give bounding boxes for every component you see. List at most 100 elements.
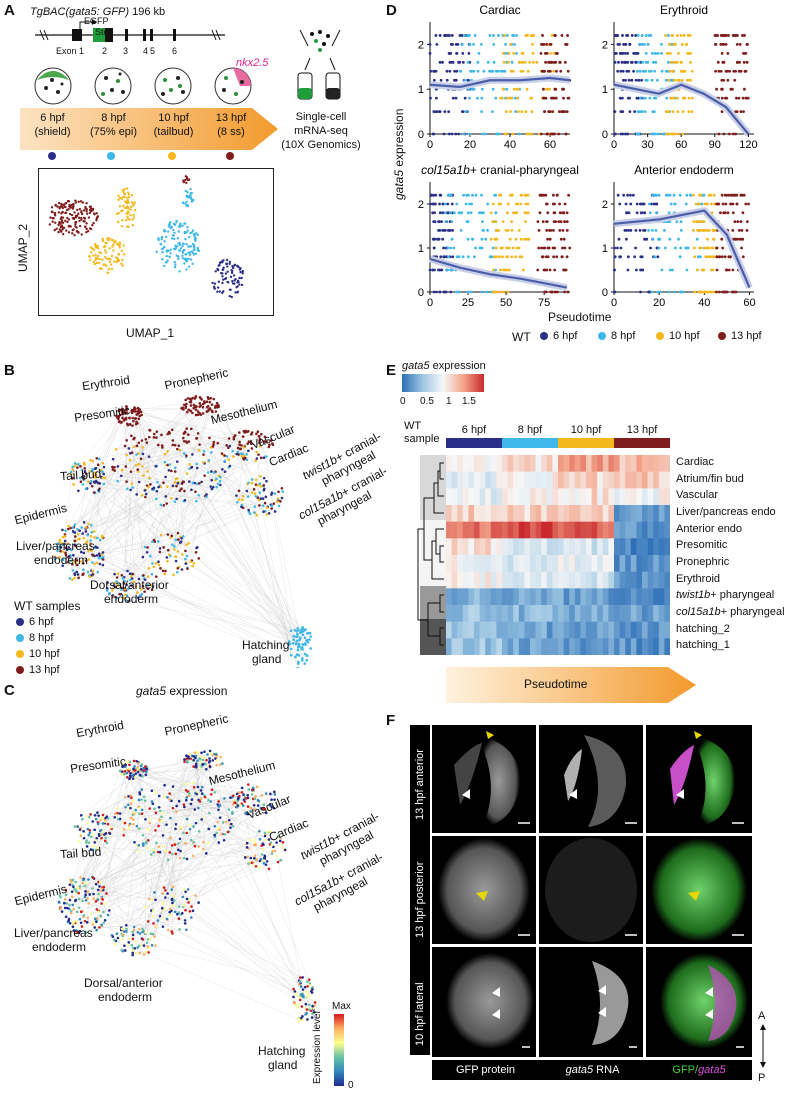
d-point <box>724 69 728 73</box>
d-point <box>524 202 528 206</box>
network-node <box>254 483 258 486</box>
d-point <box>651 229 654 232</box>
d-point <box>673 290 677 294</box>
network-node <box>164 569 167 573</box>
umap-cell <box>113 260 116 263</box>
umap-cell <box>65 208 69 212</box>
d-point <box>480 96 484 100</box>
heatmap-cell <box>485 505 492 522</box>
network-node <box>204 852 208 855</box>
network-node <box>169 913 172 917</box>
d-point <box>638 43 642 46</box>
network-node <box>210 451 213 454</box>
network-edge <box>168 805 259 860</box>
d-point <box>630 78 634 82</box>
network-node <box>93 828 96 832</box>
network-node <box>202 460 205 464</box>
network-node <box>58 555 61 559</box>
d-point <box>506 202 510 206</box>
network-node <box>216 441 220 445</box>
heatmap-cell <box>530 471 536 489</box>
network-edge <box>75 899 105 905</box>
d-point <box>455 51 458 55</box>
d-point <box>698 255 702 259</box>
d-point <box>554 96 558 100</box>
heatmap-cell <box>653 571 660 589</box>
umap-cell <box>222 259 225 262</box>
d-point <box>734 110 738 113</box>
network-node <box>98 926 101 929</box>
network-node <box>293 1001 296 1005</box>
d-point <box>721 202 725 206</box>
network-node <box>68 898 72 902</box>
network-node <box>186 397 190 400</box>
network-edge <box>72 570 299 663</box>
umap-cell <box>176 237 180 240</box>
umap-cell <box>126 191 130 194</box>
network-node <box>137 411 141 415</box>
network-node <box>136 767 140 771</box>
heatmap-cell <box>552 538 559 556</box>
network-node <box>139 588 143 591</box>
network-node <box>207 397 210 401</box>
network-edge <box>114 470 309 634</box>
d-point <box>507 51 511 55</box>
network-node <box>211 759 215 762</box>
heatmap-cell <box>513 621 520 639</box>
d-point <box>742 110 745 113</box>
heatmap-cell <box>658 505 665 522</box>
network-node <box>224 820 228 824</box>
heatmap-cell <box>535 455 542 472</box>
heatmap-cell <box>664 571 670 589</box>
heatmap-cell <box>619 605 626 622</box>
d-point <box>548 69 552 73</box>
heatmap-cell <box>451 571 458 589</box>
umap-cell <box>178 243 182 246</box>
heatmap-cell <box>457 521 464 539</box>
umap-cell <box>121 258 124 262</box>
network-node <box>127 447 131 450</box>
d-point <box>496 290 500 294</box>
network-node <box>86 890 90 894</box>
network-node <box>82 836 86 840</box>
network-node <box>168 463 171 466</box>
network-node <box>85 539 89 543</box>
d-point <box>491 290 495 294</box>
network-node <box>115 932 119 935</box>
network-node <box>128 572 132 576</box>
umap-cell <box>60 204 63 207</box>
c-label-hatching-1: Hatching <box>258 1044 306 1058</box>
d-point <box>480 193 483 197</box>
network-node <box>184 562 188 565</box>
umap-cell <box>82 209 86 212</box>
network-node <box>172 894 175 898</box>
network-node <box>215 758 219 762</box>
d-point <box>638 69 642 73</box>
heatmap-cell <box>496 621 503 639</box>
d-point <box>561 229 565 232</box>
heatmap-cell <box>642 455 648 472</box>
network-node <box>216 403 220 407</box>
network-edge <box>75 892 175 901</box>
heatmap-cell <box>664 505 670 522</box>
umap-cell <box>165 235 168 239</box>
network-edge <box>169 856 248 913</box>
network-node <box>195 792 198 796</box>
d-point <box>444 34 448 37</box>
umap-cell <box>85 202 88 205</box>
d-point <box>492 34 495 37</box>
heatmap-cell <box>530 571 536 589</box>
heatmap-cell <box>474 571 480 589</box>
umap-cell <box>107 267 111 271</box>
network-node <box>175 484 178 488</box>
network-node <box>70 890 74 893</box>
d-point <box>706 237 709 241</box>
d-point <box>707 229 711 232</box>
network-node <box>232 437 236 441</box>
network-node <box>147 485 150 489</box>
umap-cell <box>117 194 120 198</box>
d-x-tick-label: 40 <box>504 139 516 151</box>
d-y-tick-label: 1 <box>602 243 608 255</box>
umap-cell <box>105 241 108 245</box>
